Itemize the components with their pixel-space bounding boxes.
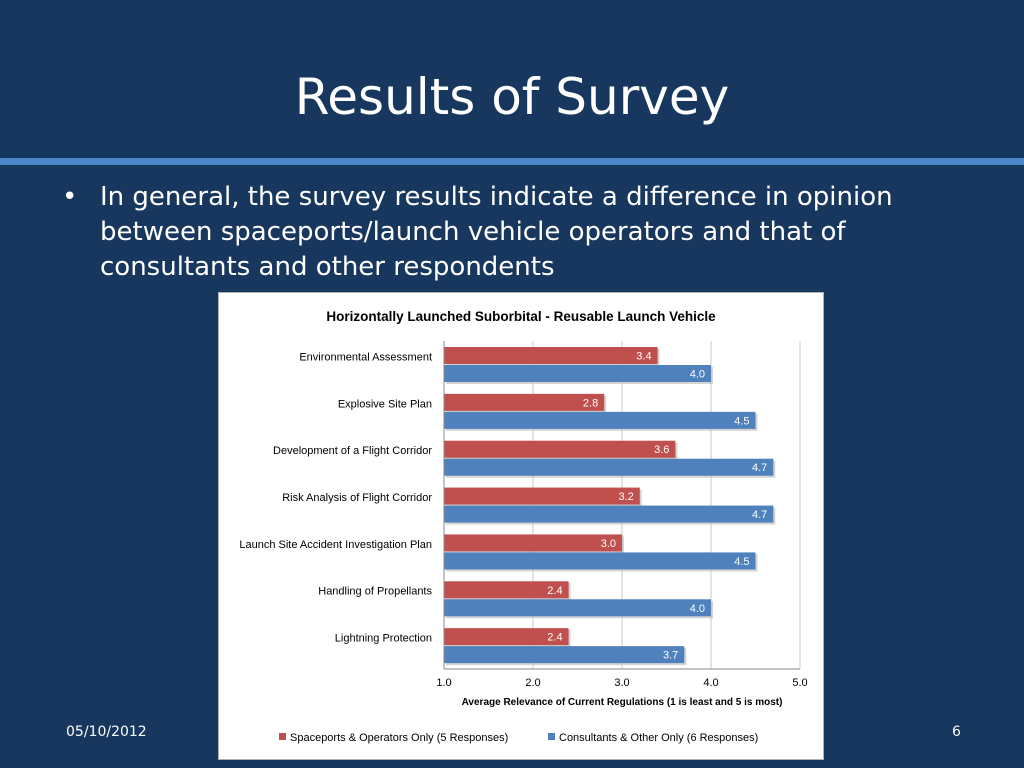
bar-consultants (444, 411, 756, 429)
x-tick-label: 2.0 (525, 677, 540, 689)
x-tick-label: 5.0 (792, 677, 807, 689)
bar-spaceports (444, 581, 569, 599)
category-label: Development of a Flight Corridor (273, 445, 432, 457)
data-label: 4.0 (690, 369, 705, 381)
data-label: 4.5 (734, 415, 749, 427)
category-label: Explosive Site Plan (338, 398, 432, 410)
legend-label: Consultants & Other Only (6 Responses) (559, 732, 758, 744)
category-label: Environmental Assessment (299, 351, 432, 363)
bar-consultants (444, 505, 774, 523)
data-label: 4.7 (752, 462, 767, 474)
chart-title: Horizontally Launched Suborbital - Reusa… (326, 309, 716, 324)
data-label: 3.2 (619, 491, 634, 503)
bar-spaceports (444, 347, 658, 364)
bar-spaceports (444, 628, 569, 646)
survey-bar-chart: Horizontally Launched Suborbital - Reusa… (218, 292, 824, 760)
category-label: Handling of Propellants (318, 586, 432, 598)
data-label: 4.5 (734, 556, 749, 568)
bar-consultants (444, 365, 711, 382)
legend-swatch (548, 733, 555, 740)
data-label: 2.4 (547, 632, 562, 644)
bar-consultants (444, 599, 711, 617)
data-label: 3.6 (654, 444, 669, 456)
data-label: 2.4 (547, 585, 562, 597)
data-label: 2.8 (583, 397, 598, 409)
bar-consultants (444, 458, 774, 476)
x-axis-label: Average Relevance of Current Regulations… (462, 697, 783, 708)
bullet-marker: • (62, 182, 78, 212)
data-label: 4.0 (690, 603, 705, 615)
legend-label: Spaceports & Operators Only (5 Responses… (290, 732, 508, 744)
slide-date: 05/10/2012 (66, 724, 147, 740)
category-label: Lightning Protection (335, 633, 432, 645)
x-tick-label: 3.0 (614, 677, 629, 689)
slide-page-number: 6 (952, 724, 961, 740)
bar-spaceports (444, 534, 622, 552)
bar-consultants (444, 552, 756, 570)
bar-spaceports (444, 440, 676, 458)
bar-spaceports (444, 393, 605, 411)
category-label: Risk Analysis of Flight Corridor (282, 492, 432, 504)
bar-spaceports (444, 487, 640, 505)
data-label: 3.4 (636, 351, 651, 363)
data-label: 3.7 (663, 650, 678, 662)
chart-canvas: Horizontally Launched Suborbital - Reusa… (239, 309, 807, 744)
data-label: 4.7 (752, 509, 767, 521)
slide-title: Results of Survey (294, 68, 730, 126)
bullet-text: In general, the survey results indicate … (100, 182, 893, 282)
category-label: Launch Site Accident Investigation Plan (239, 539, 432, 551)
bar-consultants (444, 646, 685, 664)
x-tick-label: 1.0 (436, 677, 451, 689)
legend-swatch (279, 733, 286, 740)
x-tick-label: 4.0 (703, 677, 718, 689)
title-divider (0, 158, 1024, 165)
data-label: 3.0 (601, 538, 616, 550)
